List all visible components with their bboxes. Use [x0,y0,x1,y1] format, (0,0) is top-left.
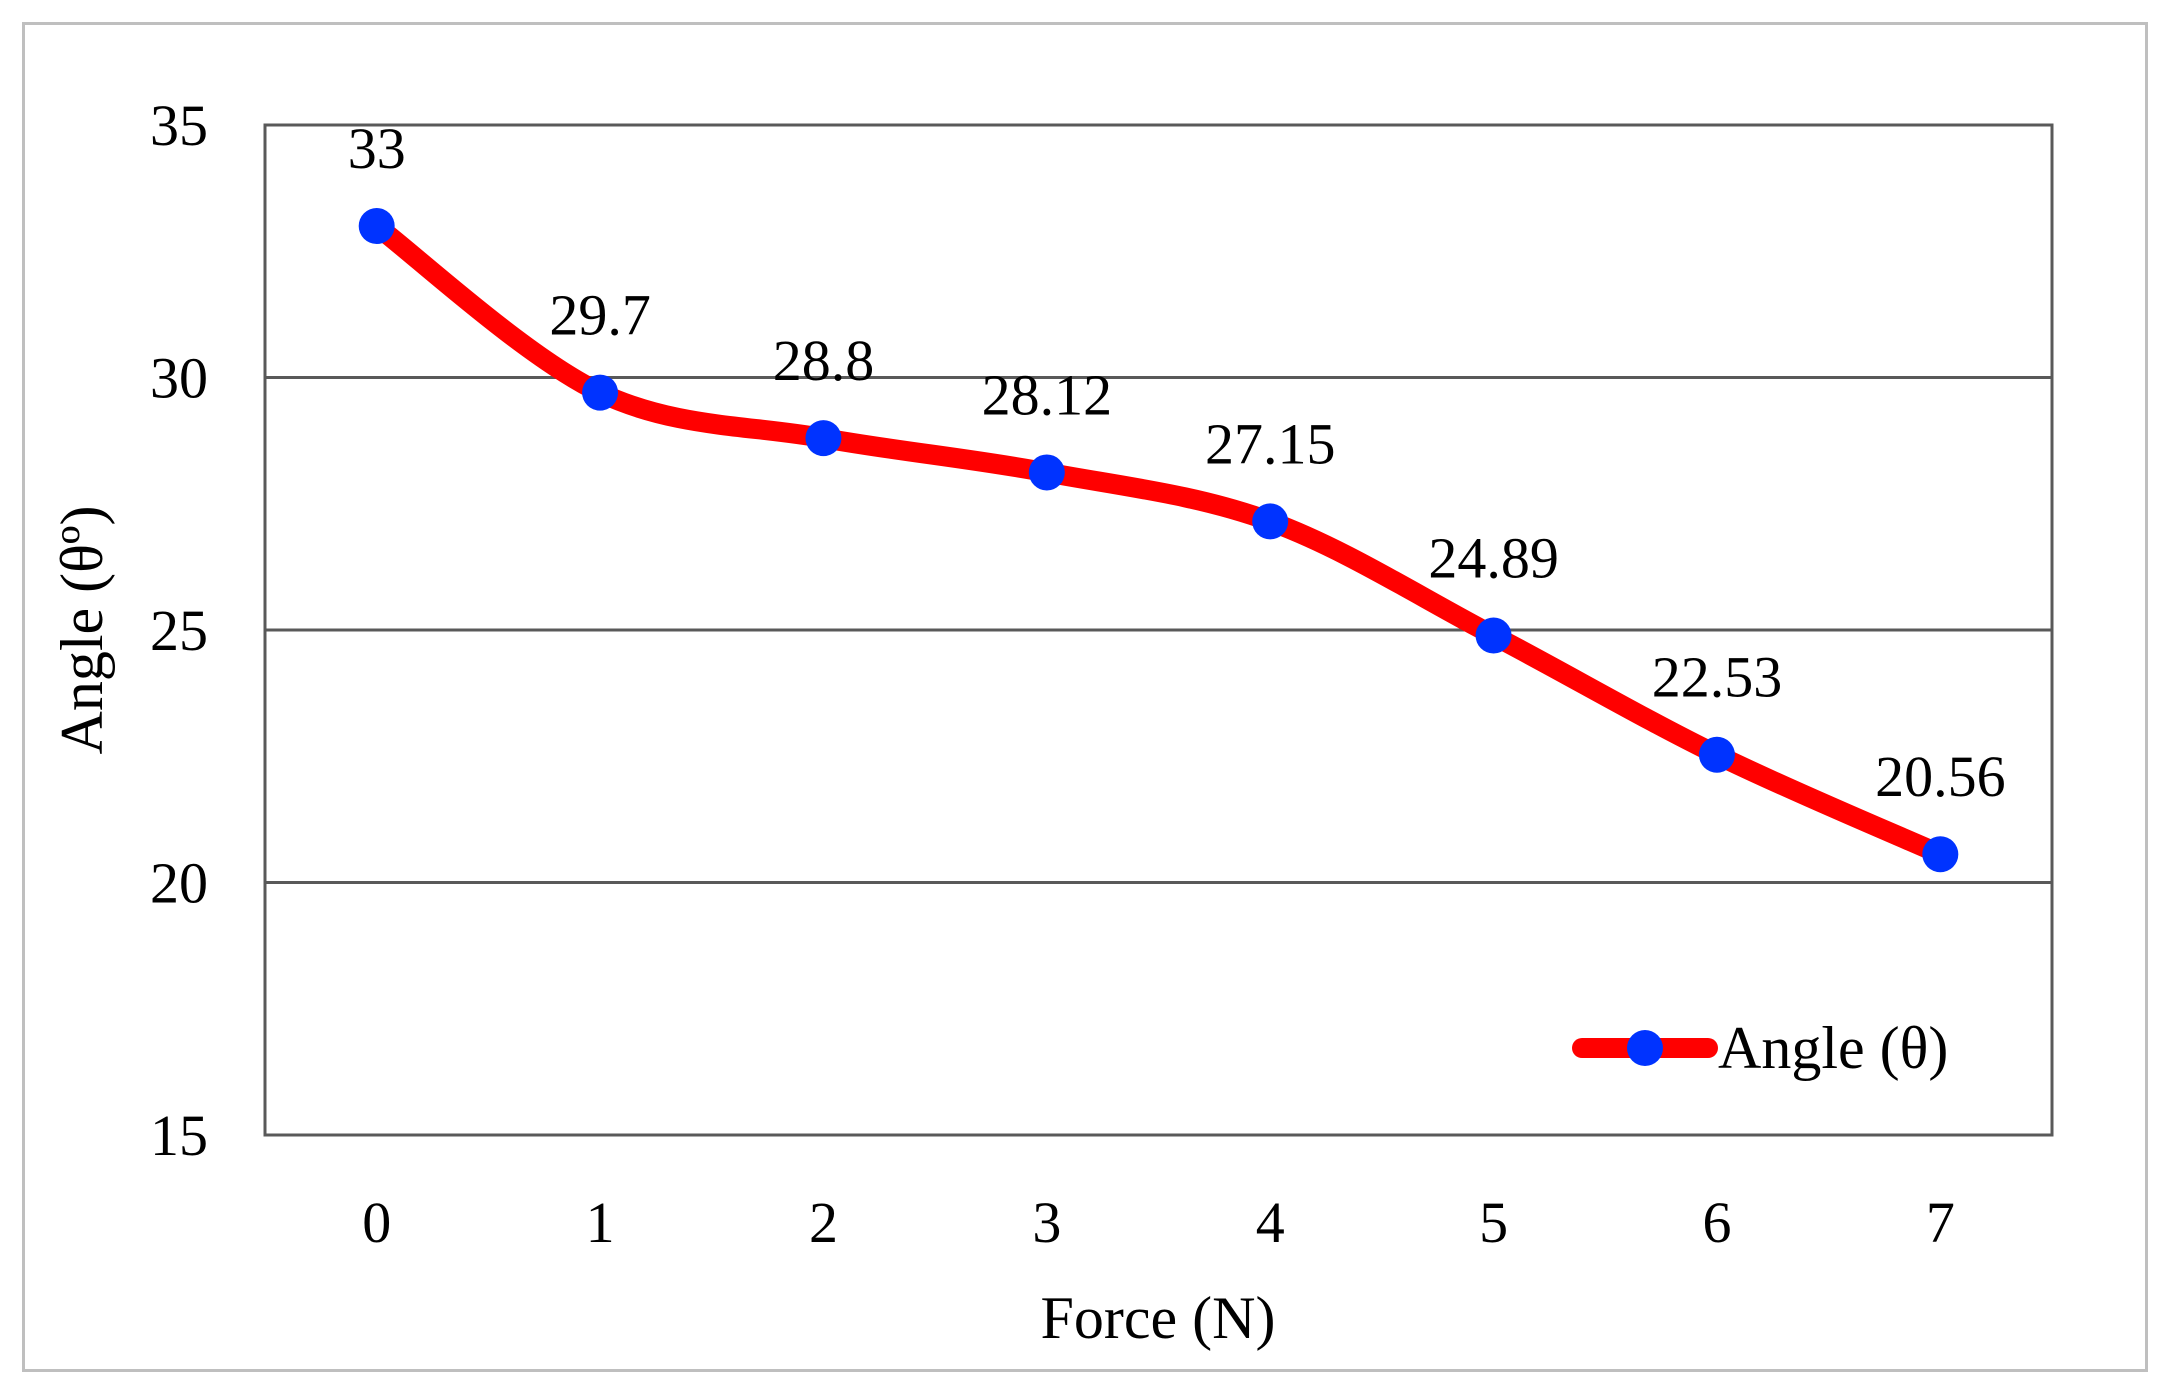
legend: Angle (θ) [1572,1015,1948,1081]
y-axis-tick-labels: 15 20 25 30 35 [150,93,208,1168]
data-label: 24.89 [1428,526,1559,591]
y-tick-label: 35 [150,93,208,158]
data-point [1475,617,1512,654]
data-label: 29.7 [549,283,651,348]
data-point [1698,736,1735,773]
y-axis-title: Angle (θº) [49,506,115,755]
x-tick-label: 6 [1702,1190,1731,1255]
x-tick-label: 0 [362,1190,391,1255]
data-markers [358,208,1959,873]
legend-label: Angle (θ) [1718,1015,1948,1081]
data-label: 27.15 [1205,411,1336,476]
y-tick-label: 15 [150,1103,208,1168]
x-tick-label: 4 [1256,1190,1285,1255]
x-tick-label: 3 [1032,1190,1061,1255]
data-label: 20.56 [1875,744,2006,809]
legend-marker-swatch [1627,1030,1663,1066]
x-tick-label: 5 [1479,1190,1508,1255]
y-tick-label: 30 [150,346,208,411]
data-point [358,208,395,244]
x-tick-label: 7 [1926,1190,1955,1255]
data-point [1922,836,1959,873]
data-label: 28.8 [773,328,875,393]
x-tick-label: 2 [809,1190,838,1255]
data-labels: 33 29.7 28.8 28.12 27.15 24.89 22.53 20.56 [348,116,2006,809]
data-point [582,374,619,411]
data-label: 33 [348,116,406,181]
x-axis-title: Force (N) [1041,1285,1276,1351]
data-point [1252,503,1289,540]
y-tick-label: 25 [150,598,208,663]
data-point [1028,454,1065,491]
x-axis-tick-labels: 0 1 2 3 4 5 6 7 [362,1190,1955,1255]
data-label: 28.12 [982,362,1113,427]
y-tick-label: 20 [150,851,208,916]
x-tick-label: 1 [586,1190,615,1255]
data-point [805,420,842,457]
data-label: 22.53 [1652,645,1783,710]
